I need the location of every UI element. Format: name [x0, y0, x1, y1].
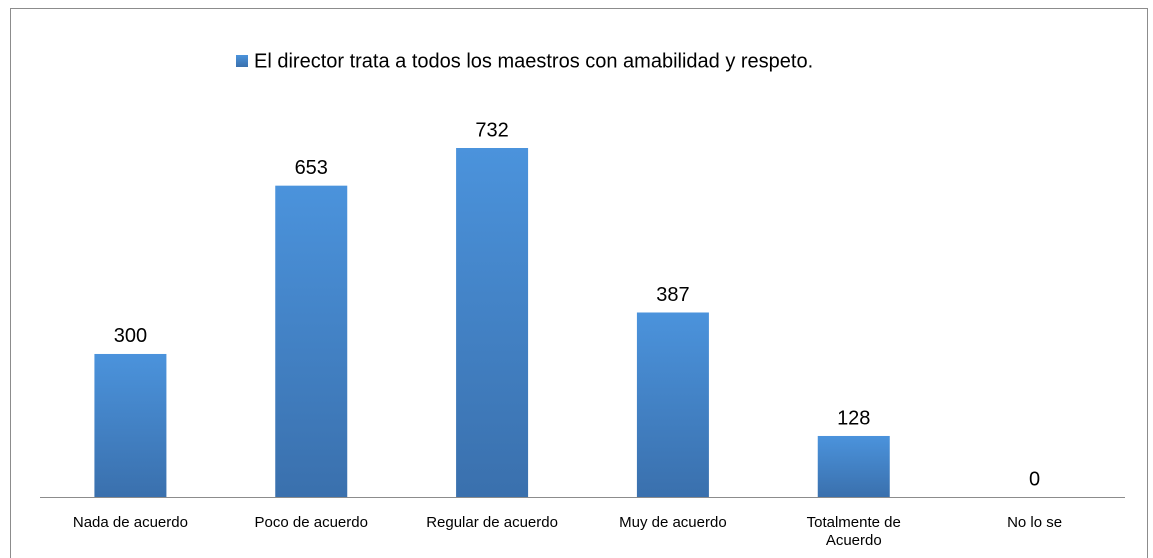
bar [94, 353, 167, 497]
data-label: 387 [656, 284, 689, 306]
data-label: 653 [295, 157, 328, 179]
x-tick-label: Muy de acuerdo [619, 514, 727, 531]
bar [275, 185, 348, 498]
bar [456, 148, 529, 497]
data-label: 732 [475, 119, 508, 141]
legend-label: El director trata a todos los maestros c… [254, 50, 813, 72]
x-tick-label: Nada de acuerdo [72, 514, 188, 531]
bar [636, 312, 709, 497]
legend-swatch [236, 55, 248, 67]
x-tick-label: No lo se [1007, 514, 1063, 531]
bar [817, 435, 890, 497]
data-label: 0 [1029, 468, 1040, 490]
data-label: 128 [837, 407, 870, 429]
x-tick-label: Totalmente de Acuerdo [806, 514, 901, 549]
x-tick-label: Regular de acuerdo [426, 514, 558, 531]
x-tick-label: Poco de acuerdo [254, 514, 368, 531]
data-label: 300 [114, 325, 147, 347]
chart-frame [10, 8, 1148, 558]
